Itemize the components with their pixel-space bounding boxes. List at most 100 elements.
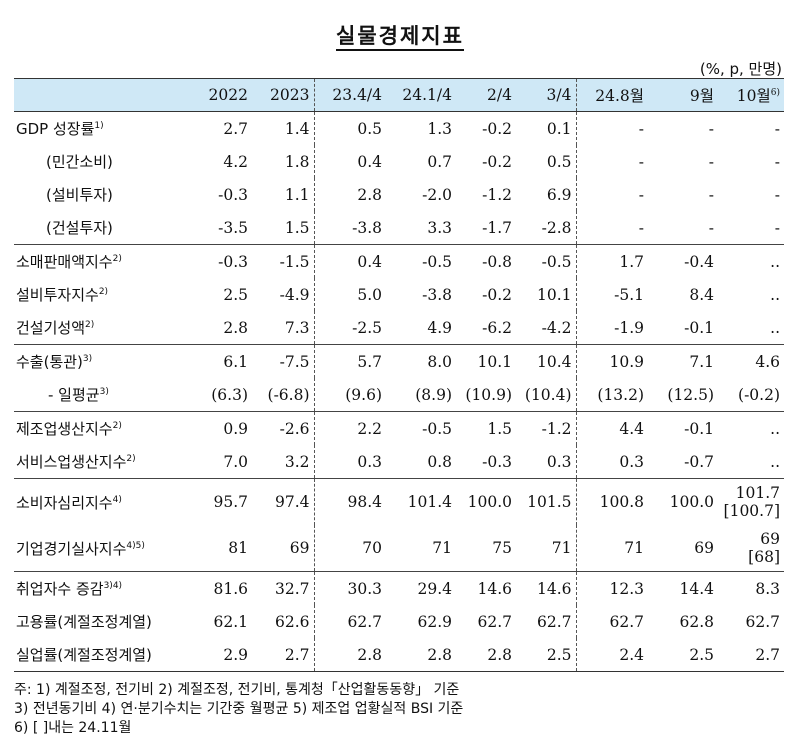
value-cell: 101.7 [100.7] bbox=[718, 478, 784, 525]
value-cell: 2.5 bbox=[516, 638, 577, 672]
value-cell: 2.9 bbox=[190, 638, 252, 672]
value-cell: - bbox=[708, 119, 714, 138]
value-cell: -2.0 bbox=[422, 185, 452, 204]
table-row: 수출(통관)3) 6.1 -7.5 5.7 8.0 10.1 10.4 10.9 7.1 4.6 bbox=[14, 344, 784, 378]
value-cell: 62.8 bbox=[679, 612, 714, 631]
value-cell: 32.7 bbox=[252, 571, 315, 605]
table-row: 설비투자지수2) 2.5 -4.9 5.0 -3.8 -0.2 10.1 -5.1 8.4.. bbox=[14, 278, 784, 311]
value-cell: 1.7 bbox=[576, 244, 648, 278]
header-cell: 2022 bbox=[190, 78, 252, 112]
header-cell: 9월 bbox=[648, 78, 718, 112]
value-cell: 0.1 bbox=[516, 111, 577, 145]
row-label: 수출(통관)3) bbox=[14, 344, 190, 378]
value-cell: 81 bbox=[228, 539, 248, 557]
value-cell: 2.7 bbox=[223, 119, 248, 138]
table-row: 기업경기실사지수4)5) 81 69 70 71 75 71 71 69 69 [68] bbox=[14, 525, 784, 572]
value-cell: -0.5 bbox=[386, 411, 456, 445]
value-cell: - bbox=[774, 218, 780, 237]
value-cell: -0.3 bbox=[482, 452, 512, 471]
row-label: 고용률(계절조정계열) bbox=[16, 613, 152, 631]
table-row: 소매판매액지수2) -0.3 -1.5 0.4 -0.5 -0.8 -0.5 1.7 -0.4.… bbox=[14, 244, 784, 278]
value-cell: -1.7 bbox=[482, 218, 512, 237]
value-cell: -0.7 bbox=[684, 452, 714, 471]
value-cell: -3.8 bbox=[422, 285, 452, 304]
value-cell: - bbox=[774, 185, 780, 204]
table-row: 고용률(계절조정계열) 62.1 62.6 62.7 62.9 62.7 62.7 62.7 6… bbox=[14, 605, 784, 638]
header-cell: 2/4 bbox=[456, 78, 516, 112]
header-cell: 24.8월 bbox=[576, 78, 648, 112]
value-cell: 10.4 bbox=[516, 344, 577, 378]
value-cell: .. bbox=[770, 285, 780, 304]
value-cell: 2.7 bbox=[718, 638, 784, 672]
value-cell: (12.5) bbox=[667, 385, 714, 404]
table-row: (건설투자) -3.5 1.5 -3.8 3.3 -1.7 -2.8 - - - bbox=[14, 211, 784, 245]
value-cell: 71 bbox=[516, 525, 577, 572]
value-cell: (10.9) bbox=[465, 385, 512, 404]
value-cell: - bbox=[638, 119, 644, 138]
indicator-table: 2022 2023 23.4/4 24.1/4 2/4 3/4 24.8월 9월… bbox=[14, 78, 784, 672]
value-cell: -0.1 bbox=[648, 411, 718, 445]
row-label: 소매판매액지수2) bbox=[14, 244, 190, 278]
row-label: (건설투자) bbox=[46, 219, 113, 237]
value-cell: -0.2 bbox=[482, 285, 512, 304]
value-cell: - bbox=[638, 218, 644, 237]
value-cell: 2.8 bbox=[314, 638, 386, 672]
row-label: 제조업생산지수2) bbox=[14, 411, 190, 445]
table-row: 취업자수 증감3)4) 81.6 32.7 30.3 29.4 14.6 14.6 12.3 1… bbox=[14, 571, 784, 605]
row-label: 취업자수 증감3)4) bbox=[14, 571, 190, 605]
row-label: (설비투자) bbox=[46, 186, 113, 204]
value-cell: 71 bbox=[432, 539, 452, 557]
value-cell: -0.8 bbox=[456, 244, 516, 278]
value-cell: -2.5 bbox=[352, 318, 382, 337]
value-cell: (9.6) bbox=[345, 385, 382, 404]
value-cell: 10.1 bbox=[456, 344, 516, 378]
header-blank bbox=[14, 78, 190, 112]
table-row: 실업률(계절조정계열) 2.9 2.7 2.8 2.8 2.8 2.5 2.4 2.5 2.7 bbox=[14, 638, 784, 672]
value-cell: .. bbox=[718, 244, 784, 278]
table-row: 서비스업생산지수2) 7.0 3.2 0.3 0.8 -0.3 0.3 0.3 -0.7.. bbox=[14, 445, 784, 479]
value-cell: -0.1 bbox=[684, 318, 714, 337]
value-cell: -4.9 bbox=[252, 278, 315, 311]
table-row: GDP 성장률1) 2.7 1.4 0.5 1.3 -0.2 0.1 - - - bbox=[14, 111, 784, 145]
value-cell: 0.5 bbox=[516, 145, 577, 178]
value-cell: -0.5 bbox=[516, 244, 577, 278]
header-row: 2022 2023 23.4/4 24.1/4 2/4 3/4 24.8월 9월… bbox=[14, 78, 784, 112]
value-cell: 70 bbox=[362, 539, 382, 557]
value-cell: 10.9 bbox=[576, 344, 648, 378]
value-cell: 2.2 bbox=[314, 411, 386, 445]
value-cell: 7.3 bbox=[252, 311, 315, 345]
value-cell: 14.6 bbox=[516, 571, 577, 605]
value-cell: 2.7 bbox=[252, 638, 315, 672]
value-cell: 4.9 bbox=[427, 318, 452, 337]
table-row: (민간소비) 4.2 1.8 0.4 0.7 -0.2 0.5 - - - bbox=[14, 145, 784, 178]
value-cell: - bbox=[638, 185, 644, 204]
value-cell: 30.3 bbox=[314, 571, 386, 605]
value-cell: 75 bbox=[492, 539, 512, 557]
value-cell: 10.1 bbox=[516, 278, 577, 311]
footnotes: 주: 1) 계절조정, 전기비 2) 계절조정, 전기비, 통계청「산업활동동향… bbox=[14, 681, 794, 738]
value-cell: -0.3 bbox=[190, 244, 252, 278]
value-cell: 1.5 bbox=[252, 211, 315, 245]
value-cell: 4.6 bbox=[718, 344, 784, 378]
value-cell: 8.4 bbox=[689, 285, 714, 304]
row-label: 서비스업생산지수2) bbox=[16, 453, 136, 471]
page-title: 실물경제지표 bbox=[0, 20, 800, 51]
value-cell: -0.5 bbox=[386, 244, 456, 278]
value-cell: .. bbox=[770, 452, 780, 471]
value-cell: 69 bbox=[252, 525, 315, 572]
value-cell: 8.3 bbox=[718, 571, 784, 605]
value-cell: 62.1 bbox=[213, 612, 248, 631]
row-label: GDP 성장률1) bbox=[16, 120, 104, 138]
value-cell: - bbox=[774, 152, 780, 171]
value-cell: 2.8 bbox=[223, 318, 248, 337]
value-cell: 2.8 bbox=[386, 638, 456, 672]
footnote-line: 6) [ ]내는 24.11월 bbox=[14, 720, 132, 736]
value-cell: -4.2 bbox=[516, 311, 577, 345]
row-label: 설비투자지수2) bbox=[16, 286, 109, 304]
value-cell: (-6.8) bbox=[252, 378, 315, 412]
value-cell: 4.4 bbox=[576, 411, 648, 445]
value-cell: (-0.2) bbox=[738, 385, 780, 404]
value-cell: -5.1 bbox=[614, 285, 644, 304]
value-cell: 62.6 bbox=[252, 605, 315, 638]
footnote-line: 주: 1) 계절조정, 전기비 2) 계절조정, 전기비, 통계청「산업활동동향… bbox=[14, 682, 460, 698]
